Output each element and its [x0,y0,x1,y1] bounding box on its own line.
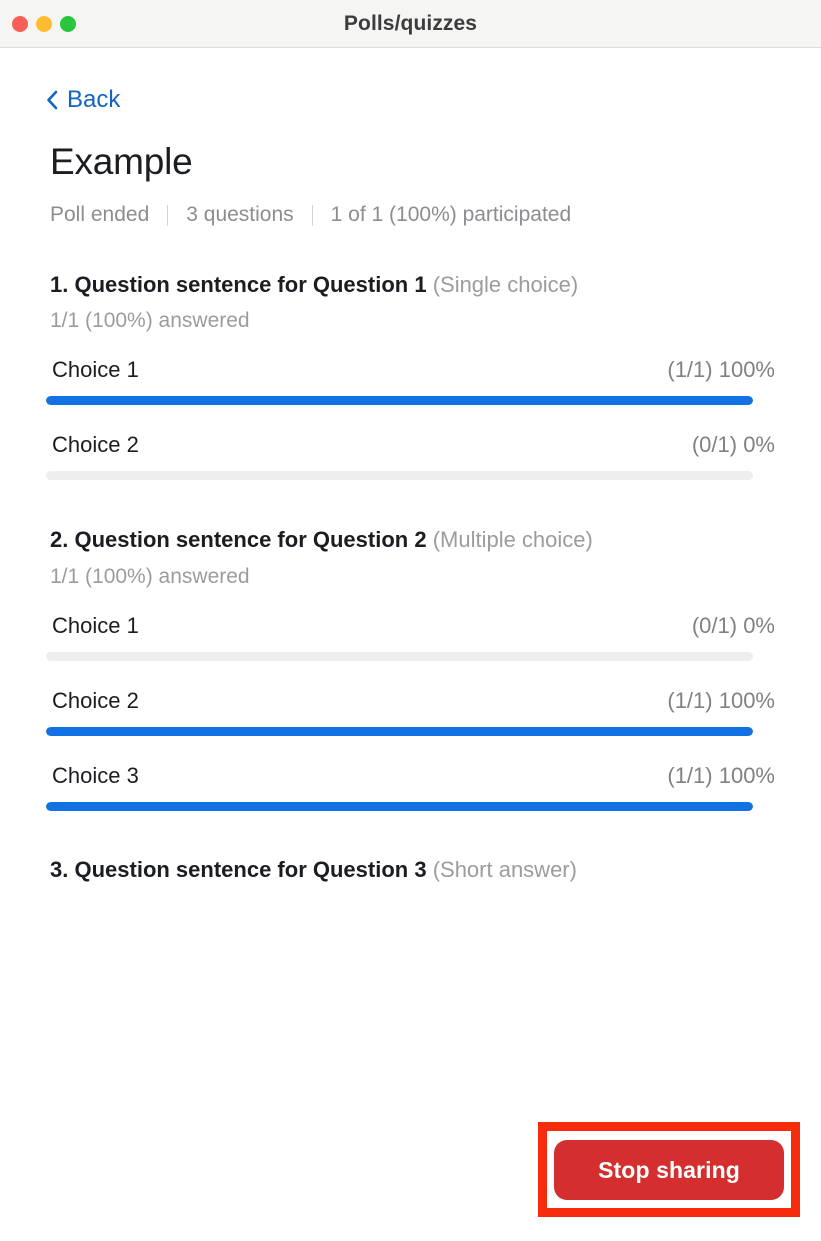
poll-detail-panel: Back Example Poll ended 3 questions 1 of… [0,86,821,883]
choice-list: Choice 1 (1/1) 100% Choice 2 (0/1) 0% [46,357,775,481]
question-block: 1. Question sentence for Question 1 (Sin… [46,272,775,481]
poll-meta-row: Poll ended 3 questions 1 of 1 (100%) par… [50,203,775,227]
question-answered-count: 1/1 (100%) answered [50,564,250,588]
choice-header: Choice 2 (0/1) 0% [52,432,775,458]
chevron-left-icon [46,90,58,110]
traffic-light-group [12,0,76,47]
window-titlebar: Polls/quizzes [0,0,821,48]
maximize-button[interactable] [60,15,76,32]
choice-row: Choice 2 (0/1) 0% [46,432,775,481]
choice-stat: (0/1) 0% [691,432,775,458]
choice-row: Choice 1 (1/1) 100% [46,357,775,406]
choice-progress-track [46,396,753,406]
choice-progress-fill [46,396,753,406]
choice-progress-fill [46,801,753,811]
poll-status: Poll ended [50,203,150,226]
question-type: (Multiple choice) [432,527,593,553]
question-text: Question sentence for Question 2 [74,527,427,553]
choice-row: Choice 1 (0/1) 0% [46,613,775,661]
choice-progress-track [46,801,753,811]
back-button[interactable]: Back [46,86,120,114]
close-button[interactable] [12,15,28,32]
meta-divider [167,204,169,226]
question-type: (Single choice) [432,272,579,297]
choice-progress-fill [46,726,753,736]
choice-label: Choice 3 [52,762,139,788]
choice-progress-track [46,726,753,736]
choice-label: Choice 2 [52,432,139,458]
choice-stat: (1/1) 100% [667,687,775,713]
question-number: 3. [50,856,69,882]
choice-header: Choice 3 (1/1) 100% [52,763,775,789]
question-type: (Short answer) [432,856,577,882]
choice-list: Choice 1 (0/1) 0% Choice 2 (1/1) 100% [46,613,775,811]
window-title: Polls/quizzes [343,12,478,35]
choice-progress-track [46,651,753,661]
question-title: 3. Question sentence for Question 3 (Sho… [50,857,775,883]
choice-label: Choice 1 [52,612,139,638]
question-number: 1. [50,272,69,297]
choice-header: Choice 1 (0/1) 0% [52,613,775,639]
choice-header: Choice 2 (1/1) 100% [52,688,775,714]
choice-label: Choice 2 [52,687,139,713]
question-block: 3. Question sentence for Question 3 (Sho… [46,857,775,883]
meta-divider [311,204,313,226]
choice-label: Choice 1 [52,357,139,383]
back-button-label: Back [67,86,121,113]
choice-stat: (1/1) 100% [667,357,775,383]
minimize-button[interactable] [36,15,52,32]
question-answered-count: 1/1 (100%) answered [50,309,250,333]
choice-progress-track [46,471,753,481]
stop-sharing-button[interactable]: Stop sharing [554,1140,784,1200]
choice-stat: (1/1) 100% [667,762,775,788]
question-title: 1. Question sentence for Question 1 (Sin… [50,272,775,298]
question-block: 2. Question sentence for Question 2 (Mul… [46,527,775,811]
choice-row: Choice 2 (1/1) 100% [46,688,775,736]
choice-header: Choice 1 (1/1) 100% [52,357,775,383]
question-text: Question sentence for Question 3 [74,856,427,882]
poll-question-count: 3 questions [186,203,294,226]
choice-stat: (0/1) 0% [691,612,775,638]
choice-row: Choice 3 (1/1) 100% [46,763,775,811]
question-title: 2. Question sentence for Question 2 (Mul… [50,527,775,553]
page-title: Example [50,141,193,182]
poll-participation: 1 of 1 (100%) participated [330,203,572,226]
question-text: Question sentence for Question 1 [74,272,427,297]
question-number: 2. [50,527,69,553]
